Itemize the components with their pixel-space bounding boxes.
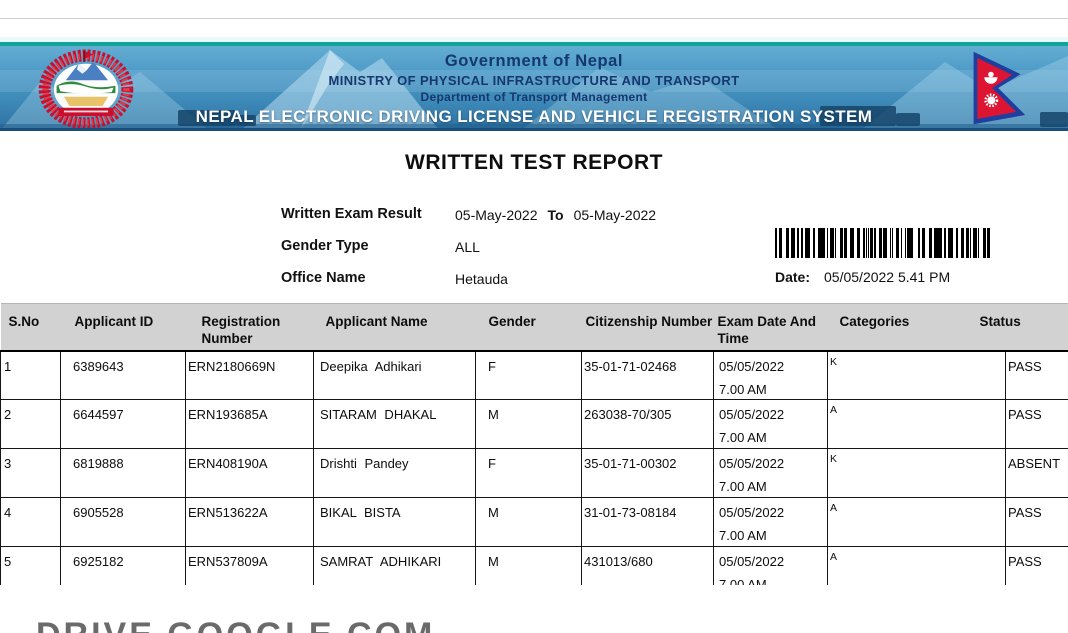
cell-exam-date-time: 05/05/2022 7.00 AM bbox=[713, 350, 828, 400]
cell-gender: F bbox=[475, 448, 582, 498]
report-date: Date: 05/05/2022 5.41 PM bbox=[775, 269, 950, 285]
date-label: Date: bbox=[775, 269, 811, 285]
cell-sno: 5 bbox=[0, 546, 61, 585]
header-exam-date-time: Exam Date And Time bbox=[713, 303, 828, 352]
system-title: NEPAL ELECTRONIC DRIVING LICENSE AND VEH… bbox=[195, 107, 873, 126]
cell-status: PASS bbox=[1005, 546, 1068, 585]
office-name-label: Office Name bbox=[281, 270, 366, 286]
cell-exam-date-time: 05/05/2022 7.00 AM bbox=[713, 399, 828, 449]
cell-category: A bbox=[827, 399, 1006, 449]
cell-name: Deepika Adhikari bbox=[313, 350, 476, 400]
cell-registration: ERN408190A bbox=[185, 448, 314, 498]
cell-applicant-id: 6925182 bbox=[60, 546, 186, 585]
nepal-flag-icon bbox=[973, 51, 1026, 125]
cell-status: ABSENT bbox=[1005, 448, 1068, 498]
nepal-coat-of-arms-icon bbox=[38, 49, 134, 128]
cell-citizenship: 35-01-71-02468 bbox=[581, 350, 714, 400]
cell-sno: 1 bbox=[0, 350, 61, 400]
gender-type-value: ALL bbox=[455, 239, 480, 255]
table-row: 1 6389643 ERN2180669N Deepika Adhikari F… bbox=[0, 350, 1068, 400]
cell-citizenship: 35-01-71-00302 bbox=[581, 448, 714, 498]
cell-category: A bbox=[827, 497, 1006, 547]
header-categories: Categories bbox=[827, 303, 1006, 352]
government-title: Government of Nepal bbox=[444, 52, 624, 70]
cell-name: SITARAM DHAKAL bbox=[313, 399, 476, 449]
header-registration: Registration Number bbox=[185, 303, 314, 352]
cell-applicant-id: 6644597 bbox=[60, 399, 186, 449]
cell-name: Drishti Pandey bbox=[313, 448, 476, 498]
cell-status: PASS bbox=[1005, 399, 1068, 449]
header-applicant-id: Applicant ID bbox=[60, 303, 186, 352]
cell-applicant-id: 6905528 bbox=[60, 497, 186, 547]
barcode bbox=[775, 228, 995, 258]
table-header-row: S.No Applicant ID Registration Number Ap… bbox=[0, 303, 1068, 352]
table-row: 2 6644597 ERN193685A SITARAM DHAKAL M 26… bbox=[0, 399, 1068, 449]
cell-registration: ERN193685A bbox=[185, 399, 314, 449]
drive-google-watermark: DRIVE GOOGLE COM bbox=[36, 616, 435, 633]
results-table: S.No Applicant ID Registration Number Ap… bbox=[0, 303, 1068, 585]
cell-category: K bbox=[827, 350, 1006, 400]
header-citizenship: Citizenship Number bbox=[581, 303, 714, 352]
header-applicant-name: Applicant Name bbox=[313, 303, 476, 352]
banner-bottom-border bbox=[0, 128, 1068, 131]
banner-text-block: Government of Nepal MINISTRY OF PHYSICAL… bbox=[0, 42, 1068, 131]
cell-citizenship: 431013/680 bbox=[581, 546, 714, 585]
cell-status: PASS bbox=[1005, 497, 1068, 547]
cell-sno: 2 bbox=[0, 399, 61, 449]
exam-from-date: 05-May-2022 bbox=[455, 207, 538, 223]
banner-teal-strip bbox=[0, 42, 1068, 46]
cell-citizenship: 31-01-73-08184 bbox=[581, 497, 714, 547]
header-gender: Gender bbox=[475, 303, 582, 352]
cell-applicant-id: 6819888 bbox=[60, 448, 186, 498]
exam-result-value: 05-May-2022 To 05-May-2022 bbox=[455, 207, 656, 223]
cell-citizenship: 263038-70/305 bbox=[581, 399, 714, 449]
exam-to-date: 05-May-2022 bbox=[573, 207, 657, 223]
cell-registration: ERN537809A bbox=[185, 546, 314, 585]
to-label: To bbox=[547, 207, 564, 223]
cell-status: PASS bbox=[1005, 350, 1068, 400]
cell-gender: F bbox=[475, 350, 582, 400]
cell-exam-date-time: 05/05/2022 7.00 AM bbox=[713, 546, 828, 585]
cell-exam-date-time: 05/05/2022 7.00 AM bbox=[713, 497, 828, 547]
page-title: WRITTEN TEST REPORT bbox=[405, 151, 663, 174]
table-row: 3 6819888 ERN408190A Drishti Pandey F 35… bbox=[0, 448, 1068, 498]
cell-exam-date-time: 05/05/2022 7.00 AM bbox=[713, 448, 828, 498]
cell-gender: M bbox=[475, 497, 582, 547]
cell-name: SAMRAT ADHIKARI bbox=[313, 546, 476, 585]
cell-applicant-id: 6389643 bbox=[60, 350, 186, 400]
gender-type-label: Gender Type bbox=[281, 238, 369, 254]
exam-result-label: Written Exam Result bbox=[281, 206, 422, 222]
header-status: Status bbox=[980, 303, 1068, 352]
department-title: Department of Transport Management bbox=[420, 90, 648, 104]
cell-name: BIKAL BISTA bbox=[313, 497, 476, 547]
top-divider-line bbox=[0, 18, 1068, 19]
cell-sno: 3 bbox=[0, 448, 61, 498]
date-value: 05/05/2022 5.41 PM bbox=[824, 269, 951, 285]
cell-gender: M bbox=[475, 399, 582, 449]
cell-registration: ERN2180669N bbox=[185, 350, 314, 400]
table-row: 5 6925182 ERN537809A SAMRAT ADHIKARI M 4… bbox=[0, 546, 1068, 585]
cell-registration: ERN513622A bbox=[185, 497, 314, 547]
cell-category: A bbox=[827, 546, 1006, 585]
cell-sno: 4 bbox=[0, 497, 61, 547]
cell-category: K bbox=[827, 448, 1006, 498]
ministry-title: MINISTRY OF PHYSICAL INFRASTRUCTURE AND … bbox=[328, 73, 740, 88]
government-header-banner: Government of Nepal MINISTRY OF PHYSICAL… bbox=[0, 42, 1068, 131]
cell-gender: M bbox=[475, 546, 582, 585]
office-name-value: Hetauda bbox=[455, 271, 508, 287]
header-sno: S.No bbox=[0, 303, 61, 352]
results-table-container: S.No Applicant ID Registration Number Ap… bbox=[0, 303, 1068, 585]
table-row: 4 6905528 ERN513622A BIKAL BISTA M 31-01… bbox=[0, 497, 1068, 547]
banner-glow-strip bbox=[0, 37, 1068, 42]
